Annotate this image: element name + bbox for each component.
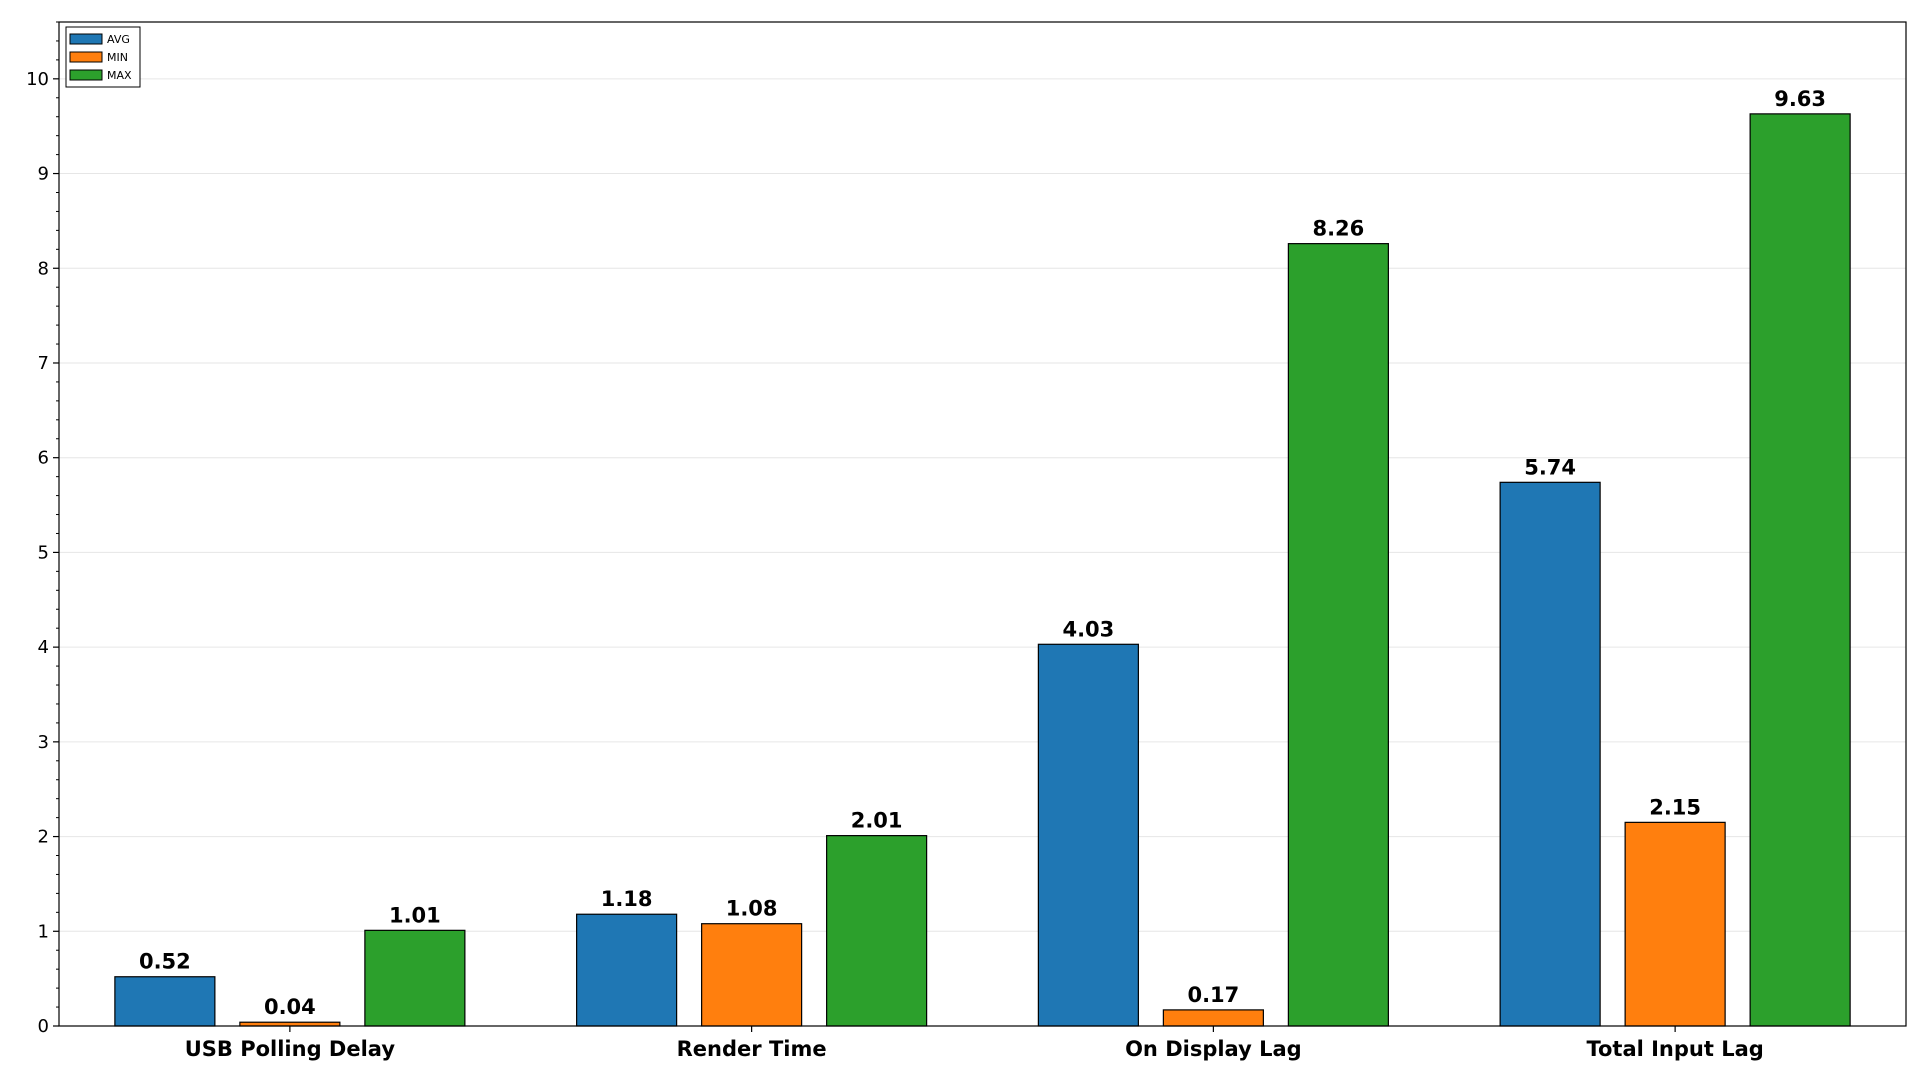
x-category-label: USB Polling Delay (185, 1037, 396, 1061)
bar-value-label: 2.15 (1649, 795, 1701, 819)
y-tick-label: 6 (38, 448, 49, 469)
legend-label: MIN (107, 51, 128, 64)
bar-avg (1037, 643, 1139, 1027)
bar-value-label: 8.26 (1312, 217, 1364, 241)
bar-value-label: 0.17 (1187, 983, 1239, 1007)
x-axis: USB Polling Delay Render Time On Display L… (185, 1026, 1764, 1061)
bar-avg (576, 913, 678, 1027)
bar-value-label: 2.01 (851, 809, 903, 833)
y-tick-label: 2 (38, 827, 49, 848)
grid-lines (59, 78, 1906, 932)
y-axis: 0 1 2 3 4 5 6 7 8 9 10 (26, 21, 59, 1037)
legend: AVG MIN MAX (65, 26, 141, 88)
plot-area-frame (58, 21, 1907, 1027)
x-category-label: On Display Lag (1125, 1037, 1302, 1061)
y-tick-label: 10 (26, 69, 49, 90)
bar-value-label: 1.01 (389, 903, 441, 927)
bar-max (364, 929, 466, 1027)
bar-avg (114, 976, 216, 1027)
bar-value-label: 4.03 (1062, 617, 1114, 641)
y-tick-label: 1 (38, 921, 49, 942)
legend-label: AVG (107, 33, 130, 46)
bar-value-label: 5.74 (1524, 455, 1576, 479)
bar-value-label: 1.08 (726, 897, 778, 921)
x-category-label: Total Input Lag (1586, 1037, 1763, 1061)
y-tick-label: 7 (38, 353, 49, 374)
y-tick-label: 4 (38, 637, 49, 658)
bar-max (1749, 113, 1851, 1027)
bar-min (1624, 821, 1726, 1027)
bar-min (701, 923, 803, 1027)
bars (114, 113, 1851, 1027)
y-tick-label: 8 (38, 258, 49, 279)
y-tick-label: 5 (38, 542, 49, 563)
legend-swatch-max (69, 69, 103, 81)
x-category-label: Render Time (677, 1037, 827, 1061)
bar-value-label: 1.18 (601, 887, 653, 911)
legend-label: MAX (107, 69, 132, 82)
y-tick-label: 9 (38, 164, 49, 185)
bar-max (826, 835, 928, 1027)
data-labels: 0.52 0.04 1.01 1.18 1.08 2.01 4.03 0.17 8.26 5.74… (139, 87, 1826, 1019)
bar-value-label: 0.04 (264, 995, 316, 1019)
bar-value-label: 9.63 (1774, 87, 1826, 111)
legend-swatch-avg (69, 33, 103, 45)
legend-swatch-min (69, 51, 103, 63)
y-tick-label: 0 (38, 1016, 49, 1037)
bar-avg (1499, 481, 1601, 1027)
y-tick-label: 3 (38, 732, 49, 753)
bar-max (1287, 243, 1389, 1027)
bar-value-label: 0.52 (139, 950, 191, 974)
bar-min (1162, 1009, 1264, 1027)
